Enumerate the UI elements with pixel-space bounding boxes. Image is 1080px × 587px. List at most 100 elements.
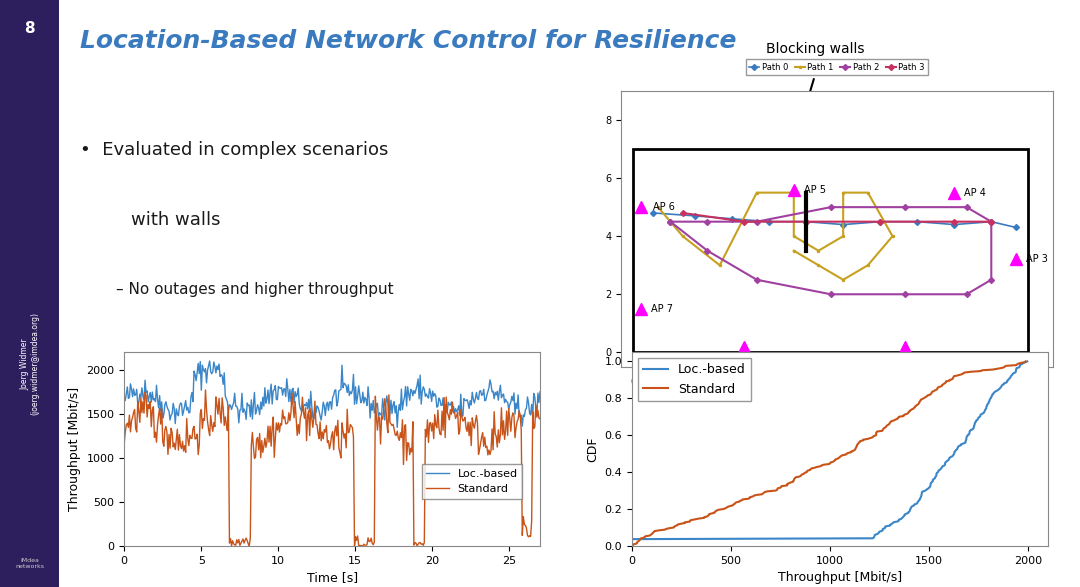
Text: AP 7: AP 7 xyxy=(650,304,673,314)
Path 1 xyxy=(886,232,899,239)
Path 3 xyxy=(985,218,998,225)
Text: with walls: with walls xyxy=(131,211,220,230)
Path 1 xyxy=(787,232,800,239)
Standard xyxy=(118,440,131,447)
Path 0 xyxy=(985,218,998,225)
Standard xyxy=(805,465,818,473)
Path 2 xyxy=(899,291,912,298)
Path 2 xyxy=(751,218,764,225)
Path 1 xyxy=(676,232,689,239)
Loc.-based xyxy=(534,389,546,396)
Text: Blocking walls: Blocking walls xyxy=(766,42,865,56)
Bar xyxy=(633,149,1028,352)
Y-axis label: Throughput [Mbit/s]: Throughput [Mbit/s] xyxy=(68,387,81,511)
Loc.-based xyxy=(974,411,987,419)
Standard xyxy=(534,416,546,423)
Loc.-based xyxy=(380,392,393,399)
Path 2 xyxy=(664,218,677,225)
Path 2 xyxy=(824,291,837,298)
Path 1 xyxy=(862,189,875,196)
Path 0 xyxy=(647,210,660,217)
Path 2 xyxy=(985,276,998,284)
Path 2 xyxy=(751,276,764,284)
Standard xyxy=(422,439,435,446)
Loc.-based xyxy=(927,477,940,484)
Loc.-based xyxy=(391,424,404,431)
Text: AP 3: AP 3 xyxy=(1026,254,1048,264)
Path 0 xyxy=(948,221,961,228)
Text: iMdea
networks: iMdea networks xyxy=(15,558,44,569)
Loc.-based xyxy=(420,390,433,397)
Standard xyxy=(420,433,433,440)
Standard xyxy=(1020,358,1032,365)
Legend: Loc.-based, Standard: Loc.-based, Standard xyxy=(638,359,751,401)
Text: Joerg Widmer
(joerg.widmer@imdea.org): Joerg Widmer (joerg.widmer@imdea.org) xyxy=(21,312,39,416)
Loc.-based xyxy=(283,386,296,393)
X-axis label: Time [s]: Time [s] xyxy=(307,571,357,584)
Path 0 xyxy=(762,218,775,225)
Line: Loc.-based: Loc.-based xyxy=(632,362,1027,545)
Path 1 xyxy=(812,262,825,269)
Loc.-based xyxy=(1002,376,1015,383)
Text: Location-Based Network Control for Resilience: Location-Based Network Control for Resil… xyxy=(80,29,737,53)
Path 1 xyxy=(787,247,800,254)
Loc.-based xyxy=(203,357,216,365)
Standard xyxy=(199,386,212,393)
Path 1 xyxy=(837,189,850,196)
Line: Path 2: Path 2 xyxy=(669,205,994,296)
Text: AP 1: AP 1 xyxy=(744,361,767,371)
Path 2 xyxy=(701,218,714,225)
Line: Path 3: Path 3 xyxy=(680,211,994,224)
Path 1 xyxy=(862,262,875,269)
Line: Standard: Standard xyxy=(124,390,540,546)
Path 3 xyxy=(738,218,751,225)
Y-axis label: CDF: CDF xyxy=(585,436,598,462)
Standard xyxy=(891,415,904,422)
Loc.-based xyxy=(118,394,131,401)
Text: AP 2: AP 2 xyxy=(905,361,927,371)
Standard xyxy=(167,440,180,447)
Loc.-based xyxy=(891,518,904,525)
Standard xyxy=(254,454,267,461)
Loc.-based xyxy=(934,465,947,473)
Path 1 xyxy=(787,189,800,196)
Text: AP 4: AP 4 xyxy=(964,188,986,198)
Path 3 xyxy=(874,218,887,225)
Text: – No outages and higher throughput: – No outages and higher throughput xyxy=(116,282,393,297)
Loc.-based xyxy=(254,399,267,406)
Standard xyxy=(626,542,639,549)
Standard xyxy=(702,511,715,518)
Line: Loc.-based: Loc.-based xyxy=(124,361,540,427)
Legend: Path 0, Path 1, Path 2, Path 3: Path 0, Path 1, Path 2, Path 3 xyxy=(746,59,928,75)
Standard xyxy=(356,542,369,549)
Path 2 xyxy=(960,204,973,211)
Loc.-based xyxy=(1021,358,1034,365)
Path 0 xyxy=(874,218,887,225)
Path 2 xyxy=(899,204,912,211)
Path 2 xyxy=(664,218,677,225)
Path 0 xyxy=(689,212,702,220)
Text: AP 5: AP 5 xyxy=(804,185,826,195)
Standard xyxy=(381,429,394,436)
Standard xyxy=(861,436,874,443)
Path 1 xyxy=(837,276,850,284)
Path 1 xyxy=(713,262,726,269)
Path 1 xyxy=(751,189,764,196)
Path 2 xyxy=(960,291,973,298)
Line: Path 0: Path 0 xyxy=(651,211,1018,230)
Path 3 xyxy=(676,210,689,217)
Standard xyxy=(990,365,1003,372)
Path 1 xyxy=(651,204,664,211)
X-axis label: Throughput [Mbit/s]: Throughput [Mbit/s] xyxy=(778,571,902,584)
Path 0 xyxy=(837,221,850,228)
Path 0 xyxy=(910,218,923,225)
Path 3 xyxy=(948,218,961,225)
Loc.-based xyxy=(167,405,180,412)
Line: Standard: Standard xyxy=(633,362,1026,545)
Path 0 xyxy=(726,215,739,222)
Loc.-based xyxy=(422,394,435,402)
Path 0 xyxy=(1010,224,1023,231)
Text: 8: 8 xyxy=(25,21,35,36)
Loc.-based xyxy=(908,501,921,508)
Line: Path 1: Path 1 xyxy=(656,191,894,282)
